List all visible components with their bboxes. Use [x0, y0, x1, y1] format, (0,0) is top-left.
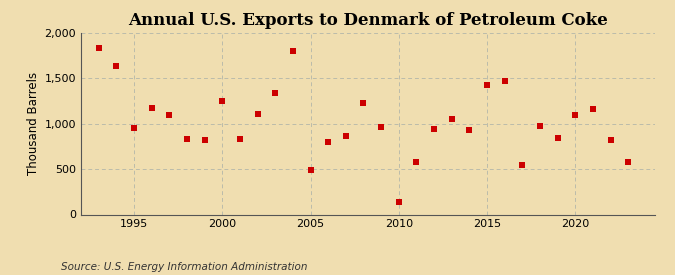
Point [111, 64, 122, 68]
Point [535, 124, 545, 129]
Point [446, 117, 457, 122]
Point [217, 99, 227, 103]
Point [252, 112, 263, 116]
Point [323, 140, 333, 144]
Point [146, 106, 157, 110]
Point [552, 136, 563, 141]
Point [305, 168, 316, 172]
Point [128, 126, 139, 131]
Point [199, 138, 210, 142]
Point [340, 133, 351, 138]
Point [270, 91, 281, 95]
Y-axis label: Thousand Barrels: Thousand Barrels [28, 72, 40, 175]
Point [517, 162, 528, 167]
Point [394, 200, 404, 204]
Point [605, 138, 616, 142]
Point [429, 127, 439, 131]
Point [587, 107, 598, 111]
Point [164, 112, 175, 117]
Point [500, 79, 510, 83]
Point [464, 128, 475, 132]
Point [234, 137, 245, 141]
Point [623, 160, 634, 164]
Point [411, 160, 422, 164]
Point [288, 49, 298, 53]
Point [570, 112, 580, 117]
Point [182, 137, 192, 141]
Text: Source: U.S. Energy Information Administration: Source: U.S. Energy Information Administ… [61, 262, 307, 272]
Point [93, 46, 104, 51]
Point [482, 82, 493, 87]
Point [376, 125, 387, 130]
Title: Annual U.S. Exports to Denmark of Petroleum Coke: Annual U.S. Exports to Denmark of Petrol… [128, 12, 608, 29]
Point [358, 101, 369, 105]
